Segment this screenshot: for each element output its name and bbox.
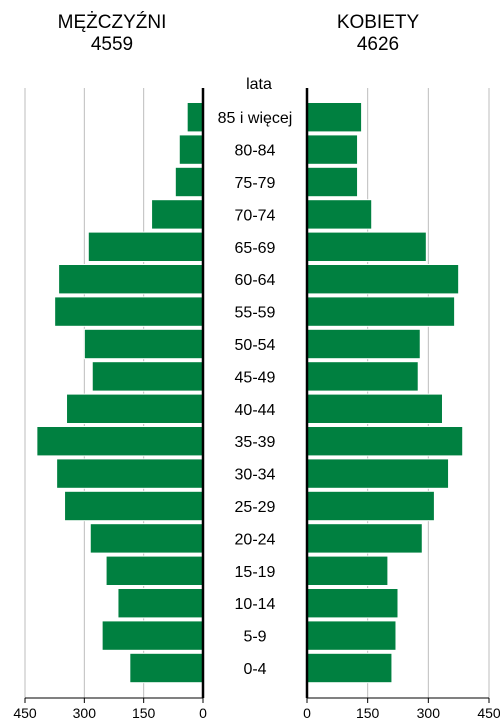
female-bar	[306, 166, 359, 198]
male-tick-label: 450	[13, 705, 37, 721]
male-tick-label: 300	[73, 705, 97, 721]
age-group-label: 55-59	[235, 305, 276, 322]
male-bar	[105, 555, 204, 586]
age-group-label: 10-14	[235, 596, 276, 613]
male-bar	[89, 523, 204, 554]
age-group-label: 40-44	[235, 402, 276, 419]
male-bar	[117, 588, 204, 619]
age-group-label: 70-74	[235, 207, 276, 224]
male-bar	[91, 361, 204, 392]
female-bar	[306, 264, 460, 295]
male-bar	[36, 426, 204, 457]
male-bar	[174, 166, 204, 198]
age-group-label: 25-29	[235, 499, 276, 516]
female-tick-label: 150	[356, 705, 380, 721]
male-bar	[66, 393, 204, 425]
male-bar	[83, 328, 204, 360]
age-group-label: 50-54	[235, 337, 276, 354]
male-bar	[129, 652, 204, 684]
female-bar	[306, 361, 419, 392]
age-group-label: 80-84	[235, 143, 276, 160]
male-bar	[101, 620, 204, 651]
male-bar	[64, 490, 204, 522]
female-bar	[306, 296, 456, 327]
female-bar	[306, 102, 363, 133]
male-bar	[178, 134, 204, 165]
female-bar	[306, 134, 359, 165]
age-group-label: 85 i więcej	[218, 110, 293, 127]
female-tick-label: 450	[477, 705, 500, 721]
female-bar	[306, 199, 373, 230]
male-bar	[186, 102, 204, 133]
female-bar	[306, 328, 421, 360]
female-total: 4626	[356, 34, 400, 55]
female-bar	[306, 490, 435, 522]
age-group-label: 20-24	[235, 531, 276, 548]
age-group-label: 35-39	[235, 434, 276, 451]
male-header: MĘŻCZYŹNI 4559	[52, 12, 172, 56]
female-bar	[306, 231, 427, 263]
female-bar	[306, 458, 450, 489]
male-bar	[151, 199, 204, 230]
male-total: 4559	[90, 34, 134, 55]
age-group-label: 0-4	[243, 661, 266, 678]
female-tick-label: 0	[303, 705, 311, 721]
male-tick-label: 150	[132, 705, 156, 721]
female-bar	[306, 652, 393, 684]
female-bar	[306, 620, 397, 651]
male-bar	[56, 458, 204, 489]
female-bar	[306, 555, 389, 586]
age-group-label: 30-34	[235, 467, 276, 484]
age-group-label: 15-19	[235, 564, 276, 581]
male-tick-label: 0	[199, 705, 207, 721]
age-axis-title: lata	[246, 76, 272, 93]
female-bar	[306, 393, 443, 425]
female-bar	[306, 523, 423, 554]
male-bar	[58, 264, 204, 295]
female-header: KOBIETY 4626	[318, 12, 438, 56]
female-bar	[306, 426, 464, 457]
age-group-label: 65-69	[235, 240, 276, 257]
female-bar	[306, 588, 399, 619]
age-group-label: 45-49	[235, 369, 276, 386]
female-tick-label: 300	[417, 705, 441, 721]
male-bar	[87, 231, 204, 263]
age-group-label: 75-79	[235, 175, 276, 192]
female-title: KOBIETY	[336, 12, 420, 33]
age-group-label: 60-64	[235, 272, 276, 289]
male-title: MĘŻCZYŹNI	[57, 12, 167, 33]
male-bar	[54, 296, 204, 327]
age-group-label: 5-9	[243, 629, 266, 646]
